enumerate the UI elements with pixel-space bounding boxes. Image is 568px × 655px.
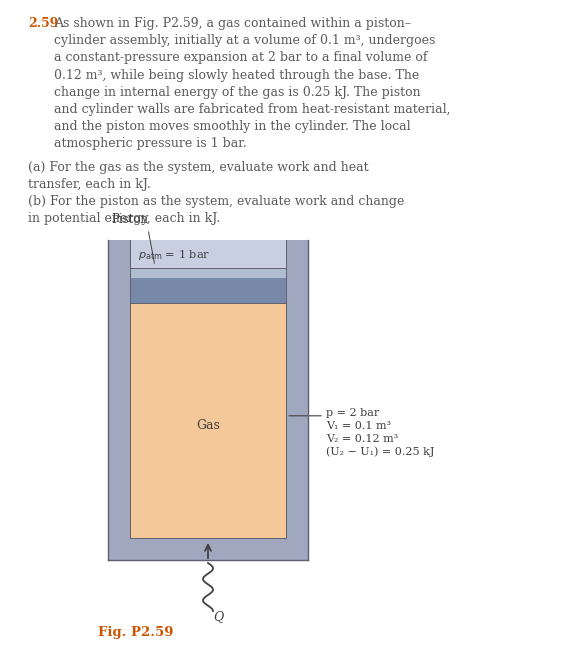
Bar (130, 268, 286, 303)
Text: Q: Q (213, 610, 223, 623)
Text: V₂ = 0.12 m³: V₂ = 0.12 m³ (326, 434, 398, 444)
Bar (130, 303, 286, 538)
Text: p = 2 bar: p = 2 bar (326, 408, 379, 418)
Bar (130, 268, 286, 278)
Text: (U₂ − U₁) = 0.25 kJ: (U₂ − U₁) = 0.25 kJ (326, 447, 435, 457)
Text: $p_{\rm atm}$ = 1 bar: $p_{\rm atm}$ = 1 bar (138, 248, 210, 263)
Text: Piston: Piston (111, 213, 148, 226)
Text: As shown in Fig. P2.59, a gas contained within a piston–
cylinder assembly, init: As shown in Fig. P2.59, a gas contained … (54, 17, 450, 151)
Bar (130, 240, 286, 268)
Bar (108, 240, 130, 560)
Text: (b) For the piston as the system, evaluate work and change
in potential energy, : (b) For the piston as the system, evalua… (28, 195, 404, 225)
Text: (a) For the gas as the system, evaluate work and heat
transfer, each in kJ.: (a) For the gas as the system, evaluate … (28, 161, 369, 191)
Text: V₁ = 0.1 m³: V₁ = 0.1 m³ (326, 421, 391, 431)
Text: Fig. P2.59: Fig. P2.59 (98, 626, 173, 639)
Text: Gas: Gas (196, 419, 220, 432)
Text: 2.59: 2.59 (28, 17, 59, 30)
Bar (286, 240, 308, 560)
Bar (108, 538, 308, 560)
